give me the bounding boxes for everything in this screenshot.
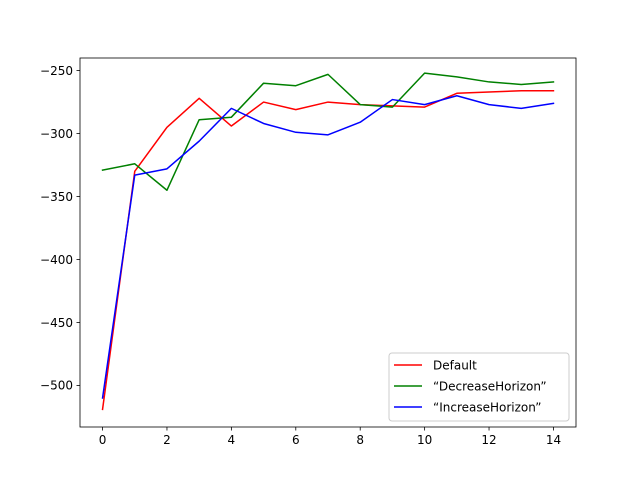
x-tick-label: 14 <box>546 433 561 447</box>
y-tick-label: −350 <box>40 190 73 204</box>
x-tick-label: 10 <box>417 433 432 447</box>
x-tick-label: 12 <box>481 433 496 447</box>
y-tick-label: −250 <box>40 64 73 78</box>
x-tick-label: 0 <box>99 433 107 447</box>
y-tick-label: −500 <box>40 379 73 393</box>
legend-label-1: “DecreaseHorizon” <box>433 379 547 393</box>
legend-box <box>388 352 570 422</box>
plot-frame <box>79 57 577 428</box>
x-tick-label: 2 <box>163 433 171 447</box>
x-tick-label: 4 <box>228 433 236 447</box>
x-tick-label: 8 <box>356 433 364 447</box>
legend: Default “DecreaseHorizon” “IncreaseHorizon… <box>388 352 570 422</box>
y-tick-label: −400 <box>40 253 73 267</box>
series-layer <box>101 72 555 411</box>
series-line-0 <box>101 89 555 411</box>
axes-layer: 0 2 4 6 8 10 12 14 −250 −300 −350 −400 −450 −500 <box>40 57 577 447</box>
series-line-2 <box>101 95 555 399</box>
x-tick-label: 6 <box>292 433 300 447</box>
series-line-1 <box>101 72 555 191</box>
legend-label-0: Default <box>433 358 477 372</box>
y-tick-label: −450 <box>40 316 73 330</box>
y-tick-label: −300 <box>40 127 73 141</box>
legend-label-2: “IncreaseHorizon” <box>433 400 541 414</box>
